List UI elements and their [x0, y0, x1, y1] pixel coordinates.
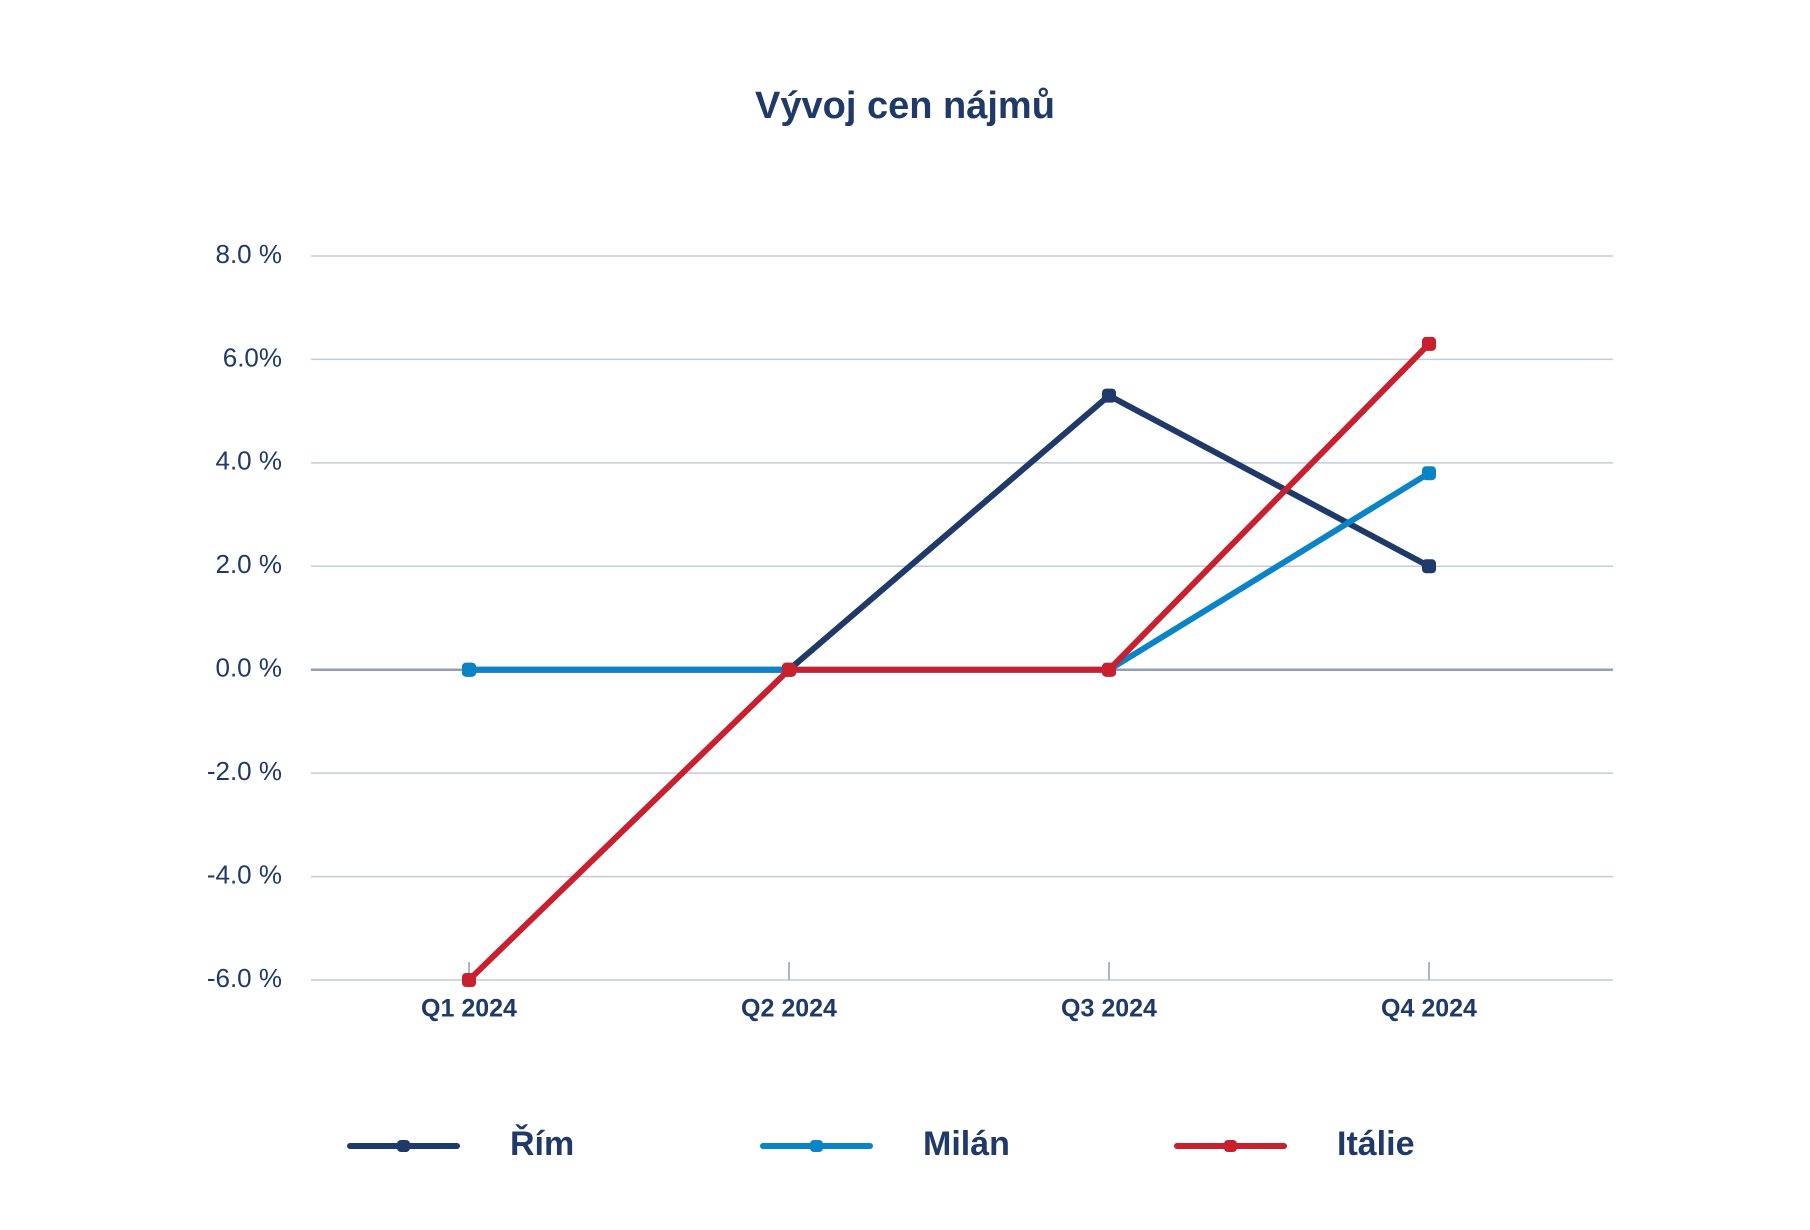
y-tick-label: 4.0 %	[216, 446, 283, 476]
legend-marker	[810, 1140, 823, 1152]
x-tick-label: Q4 2024	[1381, 995, 1477, 1023]
series-line	[469, 470, 1431, 673]
point	[1102, 388, 1116, 403]
legend-label: Itálie	[1337, 1125, 1414, 1163]
y-tick-label: -6.0 %	[207, 963, 282, 993]
point	[1422, 466, 1436, 481]
legend-marker	[397, 1140, 410, 1152]
point	[1102, 662, 1116, 677]
legend-label: Řím	[510, 1125, 574, 1163]
legend-label: Milán	[923, 1125, 1010, 1163]
y-tick-label: 6.0%	[223, 342, 282, 372]
point	[462, 973, 476, 987]
point	[1422, 559, 1436, 574]
x-tick-label: Q2 2024	[741, 995, 837, 1023]
x-tick-label: Q1 2024	[421, 995, 517, 1023]
series-line	[469, 392, 1431, 673]
legend-marker	[1224, 1140, 1237, 1152]
chart-title: Vývoj cen nájmů	[755, 85, 1055, 127]
y-tick-label: -2.0 %	[207, 756, 282, 786]
y-tick-label: 2.0 %	[216, 549, 283, 579]
point	[782, 662, 796, 677]
series-line	[466, 341, 1432, 983]
point	[462, 662, 476, 677]
y-tick-label: -4.0 %	[207, 859, 282, 889]
x-tick-label: Q3 2024	[1061, 995, 1157, 1023]
y-tick-label: 8.0 %	[216, 239, 283, 269]
y-tick-label: 0.0 %	[216, 653, 283, 683]
point	[1422, 336, 1436, 351]
